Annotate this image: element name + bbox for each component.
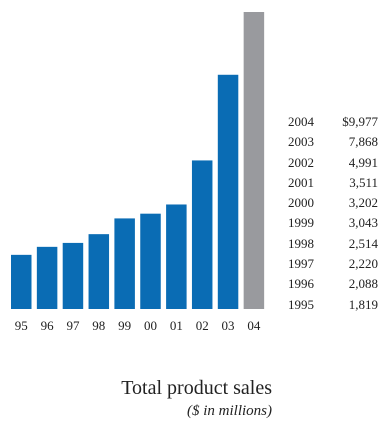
- bar-02: [191, 160, 213, 309]
- bar-98: [88, 234, 110, 309]
- bar-01: [166, 204, 187, 309]
- table-row-1996: 1996 2,088: [288, 274, 378, 294]
- bar-95: [11, 254, 32, 309]
- table-year: 2001: [288, 174, 314, 190]
- table-row-2002: 2002 4,991: [288, 153, 378, 173]
- table-year: 2000: [288, 195, 314, 211]
- x-tick-labels: 95 96 97 98 99 00 01 02 03 04: [15, 318, 261, 333]
- x-tick-label-00: 00: [144, 318, 157, 333]
- table-value: 3,202: [348, 195, 378, 211]
- table-row-2003: 2003 7,868: [288, 132, 378, 152]
- bar-96: [36, 246, 58, 309]
- table-year: 2002: [288, 154, 314, 170]
- table-row-1995: 1995 1,819: [288, 295, 378, 315]
- bar-99: [114, 218, 135, 309]
- table-value: 2,514: [348, 235, 378, 251]
- x-tick-label-03: 03: [222, 318, 235, 333]
- x-tick-label-97: 97: [66, 318, 80, 333]
- bars-group: [11, 12, 265, 309]
- x-tick-label-99: 99: [118, 318, 131, 333]
- table-year: 2004: [288, 114, 314, 129]
- x-tick-label-02: 02: [196, 318, 209, 333]
- x-tick-label-04: 04: [247, 318, 261, 333]
- table-row-2004: 2004 $9,977: [288, 112, 378, 132]
- bar-97: [62, 242, 84, 309]
- table-value: 2,220: [348, 256, 378, 272]
- table-year: 1998: [288, 235, 314, 251]
- table-value: 4,991: [348, 154, 378, 170]
- table-year: 1996: [288, 276, 314, 292]
- x-tick-label-96: 96: [41, 318, 55, 333]
- bar-04: [243, 12, 265, 309]
- bar-03: [217, 74, 239, 309]
- table-row-1997: 1997 2,220: [288, 254, 378, 274]
- table-year: 1999: [288, 215, 314, 231]
- table-year: 2003: [288, 134, 314, 150]
- table-value: 2,088: [348, 276, 378, 292]
- table-value: 7,868: [348, 134, 378, 150]
- table-value: $9,977: [342, 114, 378, 129]
- table-row-2000: 2000 3,202: [288, 193, 378, 213]
- x-tick-label-98: 98: [92, 318, 105, 333]
- x-tick-label-01: 01: [170, 318, 183, 333]
- table-year: 1997: [288, 256, 314, 272]
- table-value: 1,819: [348, 296, 378, 312]
- data-table: 2004 $9,977 2003 7,868 2002 4,991 2001 3,511 200…: [288, 112, 378, 315]
- chart-title: Total product sales: [121, 377, 272, 399]
- bar-00: [140, 213, 161, 309]
- table-value: 3,043: [348, 215, 378, 231]
- x-tick-label-95: 95: [15, 318, 28, 333]
- table-value: 3,511: [349, 174, 378, 190]
- table-row-1999: 1999 3,043: [288, 213, 378, 233]
- table-row-2001: 2001 3,511: [288, 173, 378, 193]
- table-year: 1995: [288, 296, 314, 312]
- table-row-1998: 1998 2,514: [288, 234, 378, 254]
- chart-subtitle: ($ in millions): [187, 403, 272, 419]
